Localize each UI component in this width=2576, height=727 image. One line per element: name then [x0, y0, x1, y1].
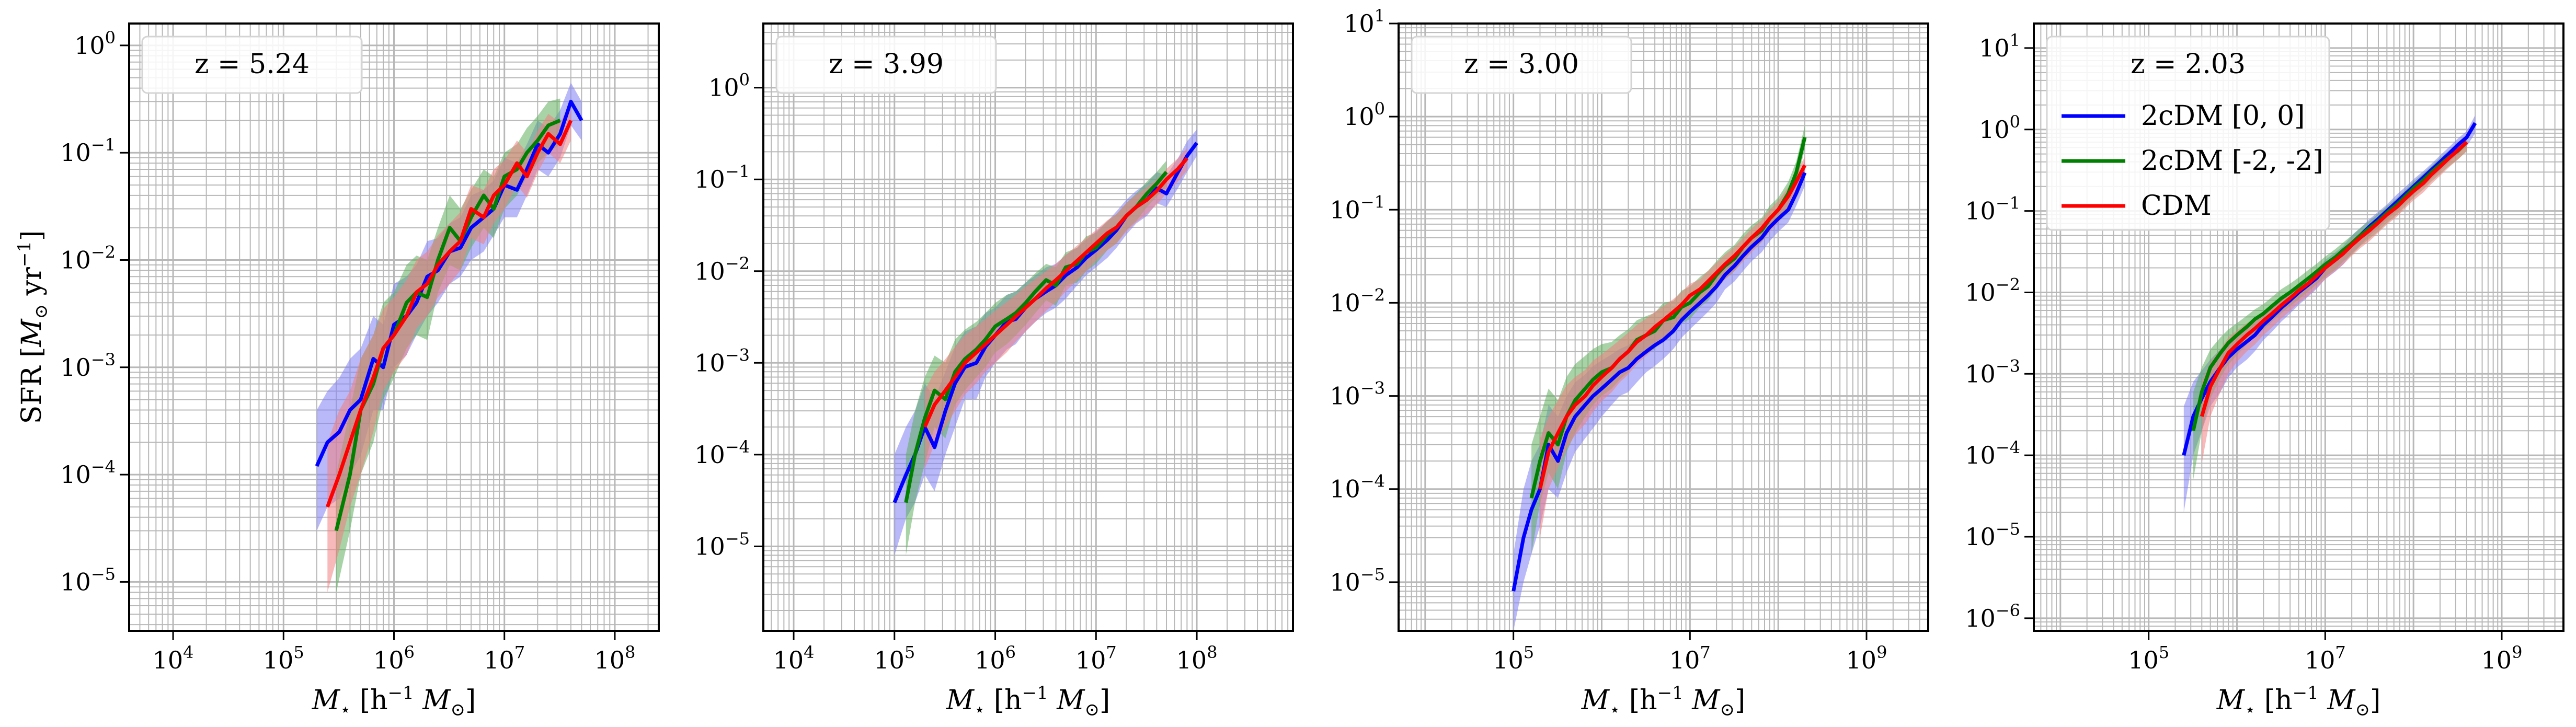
y-tick-label: 10−4	[694, 437, 750, 469]
band-2cdm-0-0-	[1513, 161, 1805, 631]
annotation-box	[775, 36, 997, 94]
y-tick-label: 10−2	[1330, 285, 1385, 317]
redshift-annotation: z = 2.03	[2131, 49, 2246, 80]
y-tick-label: 10−4	[60, 457, 116, 489]
x-axis-label: M⋆ [h−1 M⊙]	[946, 683, 1110, 720]
x-tick-label: 108	[594, 642, 635, 674]
line-cdm	[326, 119, 573, 508]
y-axis-label: SFR [M⊙ yr−1]	[14, 230, 52, 424]
y-tick-label: 10−4	[1965, 437, 2020, 469]
x-tick-label: 106	[373, 642, 415, 674]
x-tick-label: 107	[1669, 642, 1711, 674]
line-cdm	[2200, 141, 2468, 417]
x-tick-label: 107	[484, 642, 525, 674]
y-tick-label: 10−1	[694, 161, 750, 193]
y-tick-label: 10−3	[694, 345, 750, 377]
plot-area	[1512, 125, 1807, 631]
line-cdm	[923, 157, 1189, 428]
y-tick-label: 100	[708, 70, 750, 102]
y-tick-label: 10−2	[60, 243, 116, 274]
y-tick-label: 100	[1344, 99, 1385, 131]
y-tick-label: 10−3	[60, 350, 116, 382]
x-tick-label: 104	[153, 642, 194, 674]
grid	[1399, 24, 1928, 631]
x-tick-label: 108	[1176, 642, 1218, 674]
legend-label: 2cDM [-2, -2]	[2141, 145, 2323, 177]
x-tick-label: 105	[1493, 642, 1534, 674]
y-tick-label: 10−1	[1965, 193, 2020, 225]
redshift-annotation: z = 5.24	[194, 49, 310, 80]
line-cdm	[1538, 164, 1807, 490]
axes-frame	[2033, 22, 2564, 632]
legend-box	[2046, 36, 2330, 231]
y-tick-label: 10−3	[1965, 356, 2020, 388]
x-axis-label: M⋆ [h−1 M⊙]	[1581, 683, 1746, 720]
x-tick-label: 109	[2481, 642, 2523, 674]
y-tick-label: 101	[1344, 6, 1385, 38]
y-tick-label: 10−3	[1330, 378, 1385, 410]
x-tick-label: 107	[2305, 642, 2346, 674]
annotation-box	[141, 36, 363, 94]
band-cdm	[2202, 137, 2467, 464]
x-tick-label: 105	[263, 642, 304, 674]
y-tick-label: 10−5	[60, 564, 116, 596]
y-tick-label: 100	[74, 28, 116, 60]
panel-1: 104 105 106 107 108 10−5 10−4 10−3 10−2 10−1 100 M⋆…	[14, 22, 660, 720]
y-tick-label: 10−4	[1330, 471, 1385, 503]
x-tick-label: 106	[975, 642, 1016, 674]
y-tick-label: 101	[1979, 30, 2020, 62]
line-2cdm-0-0-	[1512, 172, 1807, 592]
panel-4: 105 107 109 10−6 10−5 10−4 10−3 10−2 10−1 100 101 M…	[1965, 22, 2564, 720]
panel-3: 105 107 109 10−5 10−4 10−3 10−2 10−1 100 101 M⋆ [h…	[1330, 6, 1929, 720]
legend-label: 2cDM [0, 0]	[2141, 100, 2305, 132]
y-tick-label: 10−2	[694, 253, 750, 285]
y-tick-label: 10−5	[1965, 519, 2020, 551]
y-tick-label: 10−5	[694, 528, 750, 560]
axes-frame	[762, 22, 1294, 632]
plot-area	[2182, 115, 2477, 513]
plot-area	[315, 83, 583, 593]
band-cdm	[924, 148, 1187, 469]
x-axis-label: M⋆ [h−1 M⊙]	[312, 683, 476, 720]
y-tick-label: 10−1	[1330, 192, 1385, 224]
y-tick-label: 10−2	[1965, 274, 2020, 306]
annotation-box	[1411, 36, 1632, 94]
x-tick-label: 107	[1075, 642, 1117, 674]
y-tick-label: 10−5	[1330, 564, 1385, 596]
x-tick-label: 109	[1846, 642, 1887, 674]
x-tick-label: 104	[773, 642, 815, 674]
grid	[129, 24, 659, 631]
legend-label: CDM	[2141, 190, 2212, 222]
y-tick-label: 10−1	[60, 135, 116, 167]
x-tick-label: 105	[2128, 642, 2169, 674]
y-tick-label: 10−6	[1965, 601, 2020, 632]
x-axis-label: M⋆ [h−1 M⊙]	[2216, 683, 2381, 720]
grid	[763, 24, 1293, 631]
panel-2: 104 105 106 107 108 10−5 10−4 10−3 10−2 10−1 100 M⋆…	[694, 22, 1294, 720]
x-tick-label: 105	[874, 642, 915, 674]
redshift-annotation: z = 3.00	[1464, 49, 1579, 80]
axes-frame	[1398, 22, 1929, 632]
line-2cdm-2-2-	[2191, 141, 2468, 431]
plot-area	[892, 129, 1198, 556]
y-tick-label: 100	[1979, 112, 2020, 144]
redshift-annotation: z = 3.99	[829, 49, 944, 80]
